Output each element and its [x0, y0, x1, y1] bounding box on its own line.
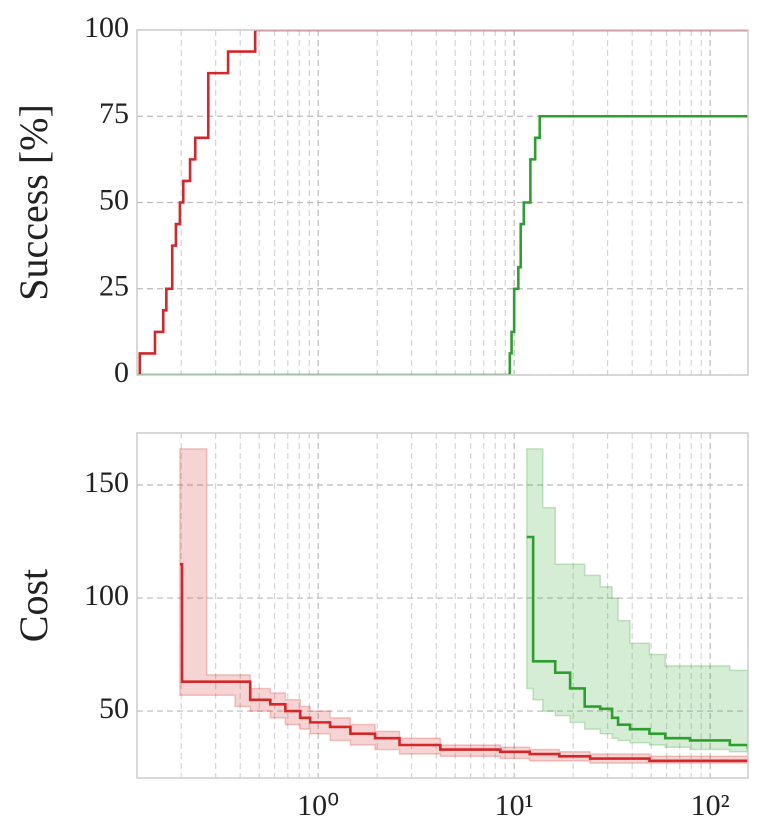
series-line [137, 114, 748, 375]
y-tick-label: 50 [99, 183, 129, 216]
axes-frame [136, 432, 749, 779]
x-tick-label: 10¹ [495, 789, 534, 822]
confidence-band [179, 448, 748, 764]
series-line [137, 30, 748, 375]
y-tick-label: 75 [99, 97, 129, 130]
x-tick-label: 10⁰ [297, 789, 339, 822]
axes-frame [136, 29, 749, 376]
y-axis-label: Success [%] [11, 104, 56, 301]
y-tick-label: 25 [99, 270, 129, 303]
plot-area [137, 433, 748, 778]
plot-area [137, 30, 748, 375]
x-tick-label: 10² [691, 789, 730, 822]
y-tick-label: 100 [84, 11, 129, 44]
y-axis-label: Cost [11, 569, 56, 642]
y-tick-label: 150 [84, 466, 129, 499]
y-tick-label: 0 [114, 356, 129, 389]
confidence-band [526, 448, 748, 753]
series-line [526, 535, 748, 750]
series-line [179, 562, 748, 763]
y-tick-label: 100 [84, 579, 129, 612]
y-tick-label: 50 [99, 692, 129, 725]
